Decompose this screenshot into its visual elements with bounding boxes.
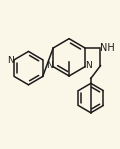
Text: NH: NH <box>100 43 115 53</box>
Text: N: N <box>7 56 14 65</box>
Text: N: N <box>85 61 92 70</box>
Text: N: N <box>46 61 53 70</box>
